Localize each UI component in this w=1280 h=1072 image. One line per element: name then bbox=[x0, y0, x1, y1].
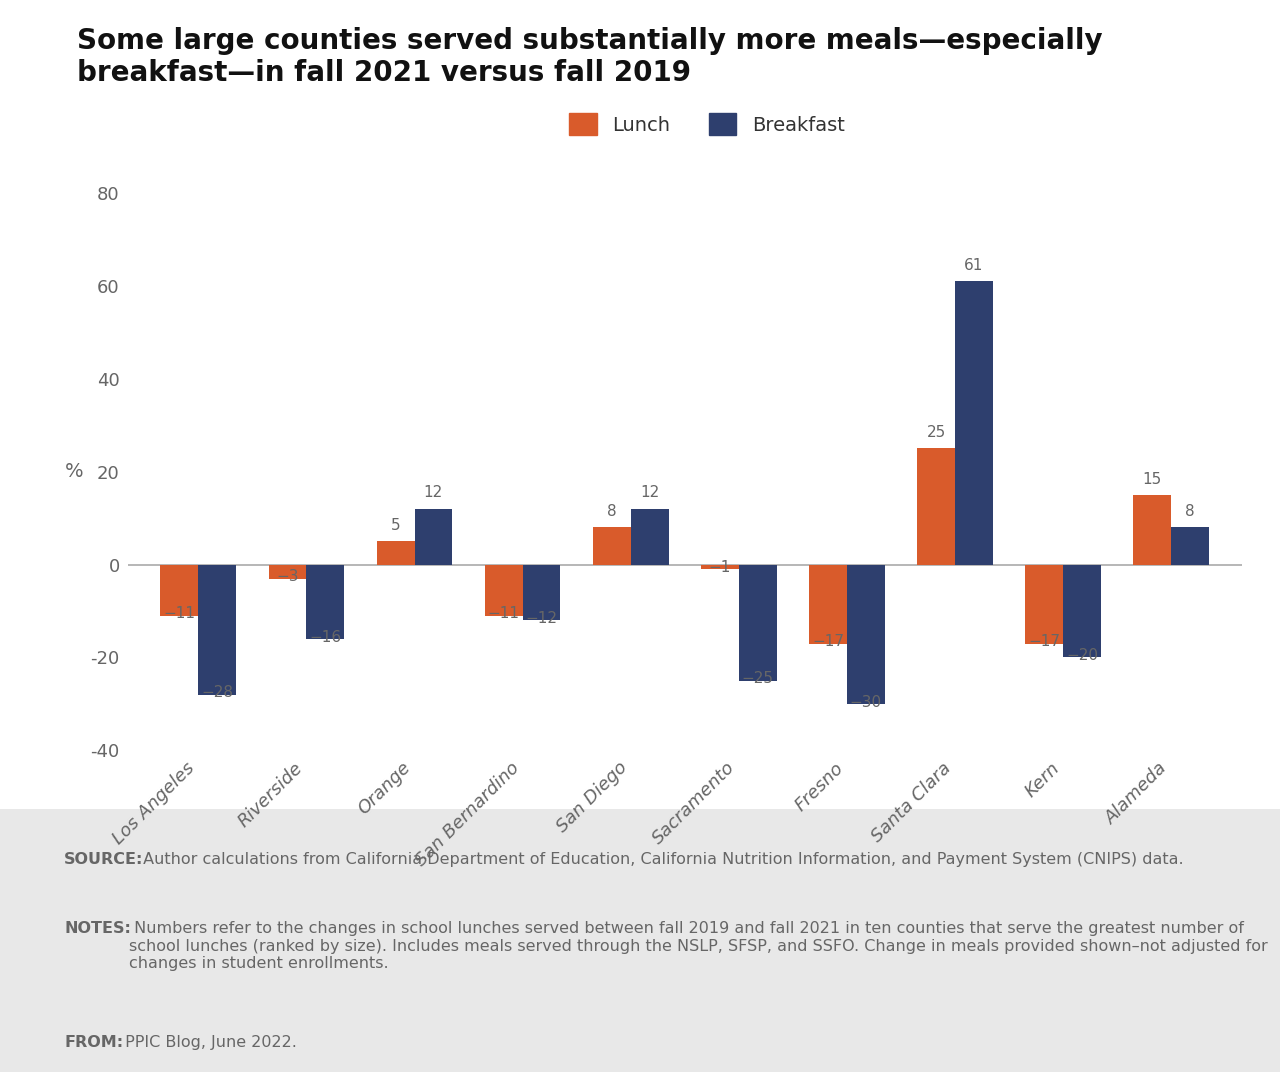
Text: FROM:: FROM: bbox=[64, 1036, 123, 1051]
Bar bbox=[198, 565, 236, 695]
Bar bbox=[485, 565, 522, 615]
Text: −11: −11 bbox=[488, 607, 520, 622]
Bar bbox=[306, 565, 344, 639]
Bar bbox=[631, 509, 668, 565]
Text: PPIC Blog, June 2022.: PPIC Blog, June 2022. bbox=[120, 1036, 297, 1051]
Bar bbox=[809, 565, 847, 643]
Bar bbox=[1025, 565, 1064, 643]
Y-axis label: %: % bbox=[64, 462, 83, 481]
Text: Numbers refer to the changes in school lunches served between fall 2019 and fall: Numbers refer to the changes in school l… bbox=[129, 921, 1268, 971]
Text: 15: 15 bbox=[1143, 472, 1162, 487]
Text: −11: −11 bbox=[164, 607, 196, 622]
Text: 8: 8 bbox=[607, 504, 617, 519]
Bar bbox=[415, 509, 452, 565]
Bar bbox=[376, 541, 415, 565]
Bar bbox=[269, 565, 306, 579]
Text: −28: −28 bbox=[201, 685, 233, 700]
Bar bbox=[1171, 527, 1210, 565]
Text: NOTES:: NOTES: bbox=[64, 921, 131, 936]
Bar bbox=[522, 565, 561, 621]
Text: −3: −3 bbox=[276, 569, 298, 584]
Text: −12: −12 bbox=[526, 611, 558, 626]
Text: −17: −17 bbox=[1028, 635, 1060, 650]
Text: Some large counties served substantially more meals—especially: Some large counties served substantially… bbox=[77, 27, 1102, 55]
Text: 12: 12 bbox=[640, 486, 659, 501]
Text: −16: −16 bbox=[310, 629, 342, 644]
Bar bbox=[1064, 565, 1101, 657]
Text: −20: −20 bbox=[1066, 649, 1098, 664]
Bar bbox=[1134, 495, 1171, 565]
Text: −25: −25 bbox=[742, 671, 774, 686]
Text: 5: 5 bbox=[390, 518, 401, 533]
Text: −1: −1 bbox=[709, 560, 731, 575]
Text: SOURCE:: SOURCE: bbox=[64, 852, 143, 867]
Text: 25: 25 bbox=[927, 426, 946, 441]
Bar bbox=[918, 448, 955, 565]
Text: Author calculations from California Department of Education, California Nutritio: Author calculations from California Depa… bbox=[138, 852, 1184, 867]
Text: 61: 61 bbox=[964, 258, 984, 273]
Legend: Lunch, Breakfast: Lunch, Breakfast bbox=[570, 114, 845, 135]
Text: 12: 12 bbox=[424, 486, 443, 501]
Text: −30: −30 bbox=[850, 695, 882, 710]
Text: −17: −17 bbox=[812, 635, 844, 650]
Text: 8: 8 bbox=[1185, 504, 1196, 519]
Bar bbox=[593, 527, 631, 565]
Bar bbox=[955, 281, 993, 565]
Bar bbox=[847, 565, 884, 704]
Bar bbox=[701, 565, 739, 569]
Bar bbox=[160, 565, 198, 615]
Bar bbox=[739, 565, 777, 681]
Text: breakfast—in fall 2021 versus fall 2019: breakfast—in fall 2021 versus fall 2019 bbox=[77, 59, 691, 87]
